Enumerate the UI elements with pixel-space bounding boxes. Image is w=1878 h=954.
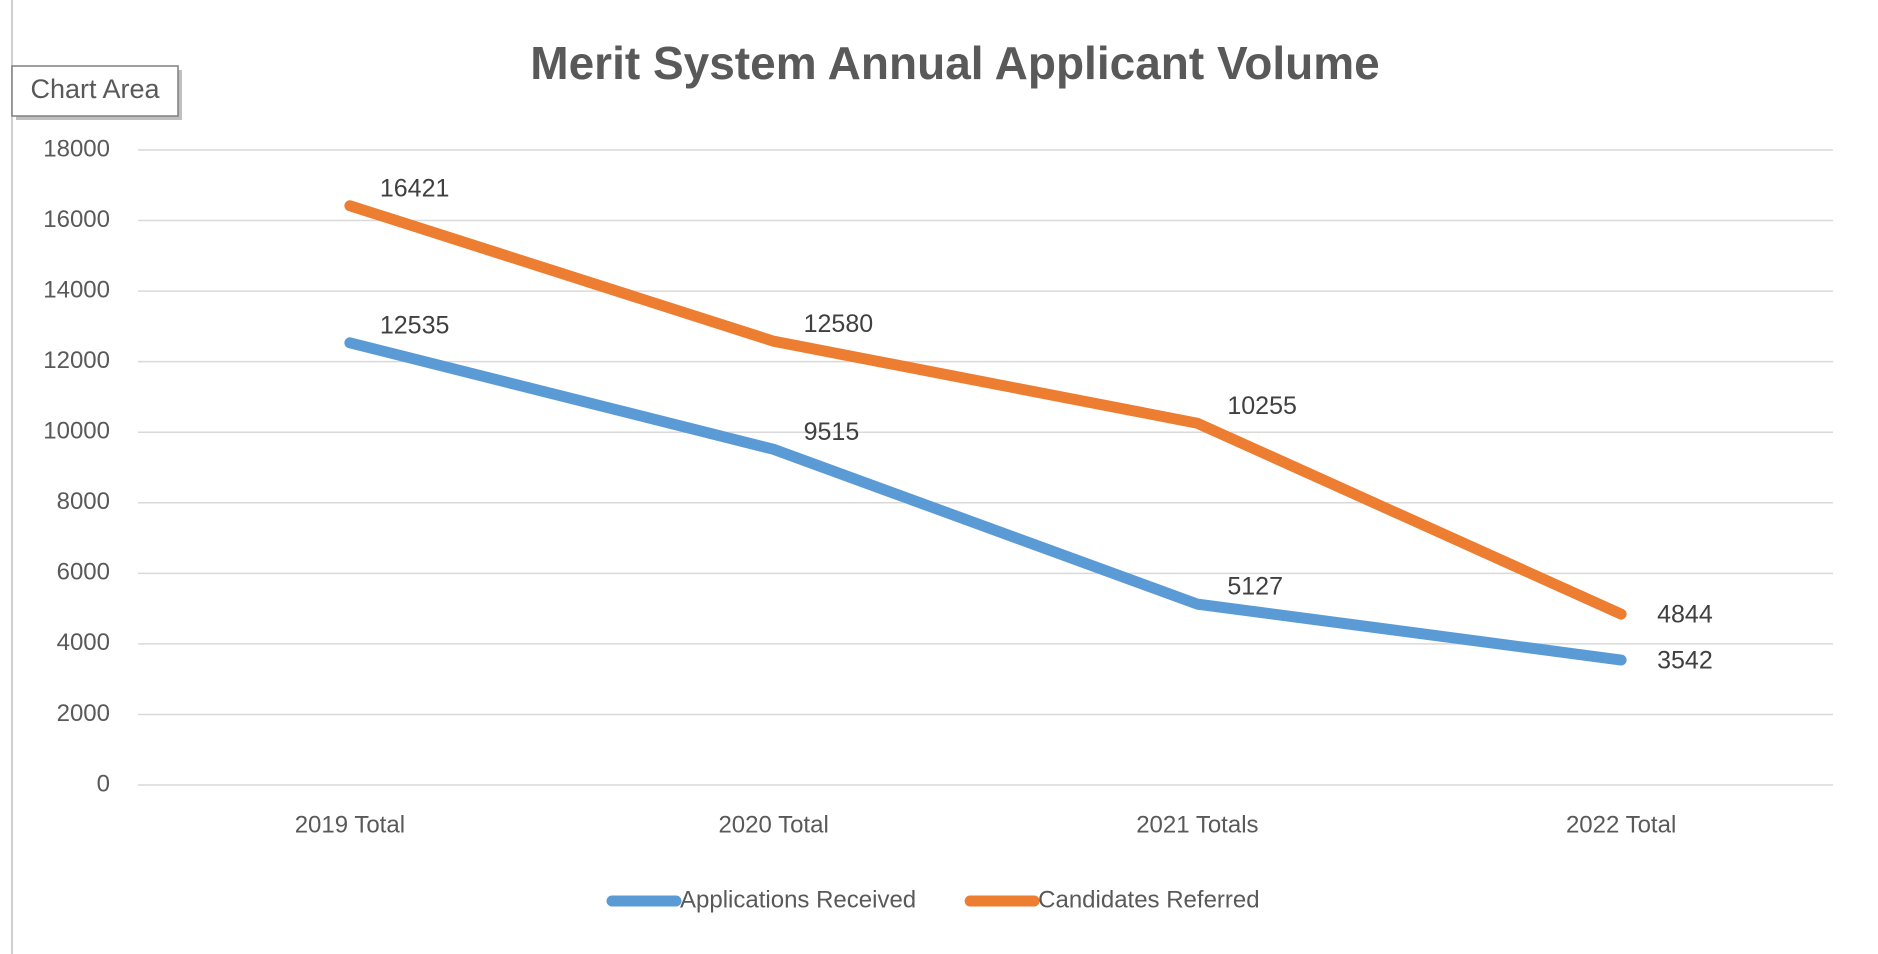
y-tick-label: 0 [97, 770, 110, 797]
data-label: 3542 [1657, 647, 1713, 675]
data-label: 9515 [804, 418, 860, 446]
legend-item: Candidates Referred [964, 886, 1260, 913]
data-label: 16421 [380, 174, 450, 202]
chart-title: Merit System Annual Applicant Volume [530, 37, 1379, 89]
y-tick-label: 14000 [43, 276, 110, 303]
y-tick-label: 4000 [57, 629, 110, 656]
y-tick-label: 12000 [43, 347, 110, 374]
y-tick-label: 16000 [43, 206, 110, 233]
tooltip-text: Chart Area [30, 74, 160, 104]
data-label: 5127 [1227, 573, 1283, 601]
x-tick-label: 2022 Total [1566, 811, 1676, 838]
data-label: 12535 [380, 311, 450, 339]
y-tick-label: 6000 [57, 559, 110, 586]
legend-label: Candidates Referred [1038, 886, 1259, 913]
tooltip: Chart Area [11, 65, 182, 120]
data-label: 12580 [804, 310, 874, 338]
line-series [344, 337, 1627, 666]
x-tick-label: 2019 Total [295, 811, 405, 838]
y-tick-label: 2000 [57, 700, 110, 727]
data-label: 4844 [1657, 601, 1713, 629]
tooltip-box [11, 65, 179, 117]
x-tick-label: 2020 Total [718, 811, 828, 838]
y-tick-label: 10000 [43, 418, 110, 445]
legend-label: Applications Received [680, 886, 916, 913]
legend-item: Applications Received [606, 886, 916, 913]
x-tick-label: 2021 Totals [1136, 811, 1258, 838]
y-tick-label: 8000 [57, 488, 110, 515]
line-series [344, 200, 1627, 620]
y-tick-label: 18000 [43, 135, 110, 162]
data-label: 10255 [1227, 392, 1297, 420]
